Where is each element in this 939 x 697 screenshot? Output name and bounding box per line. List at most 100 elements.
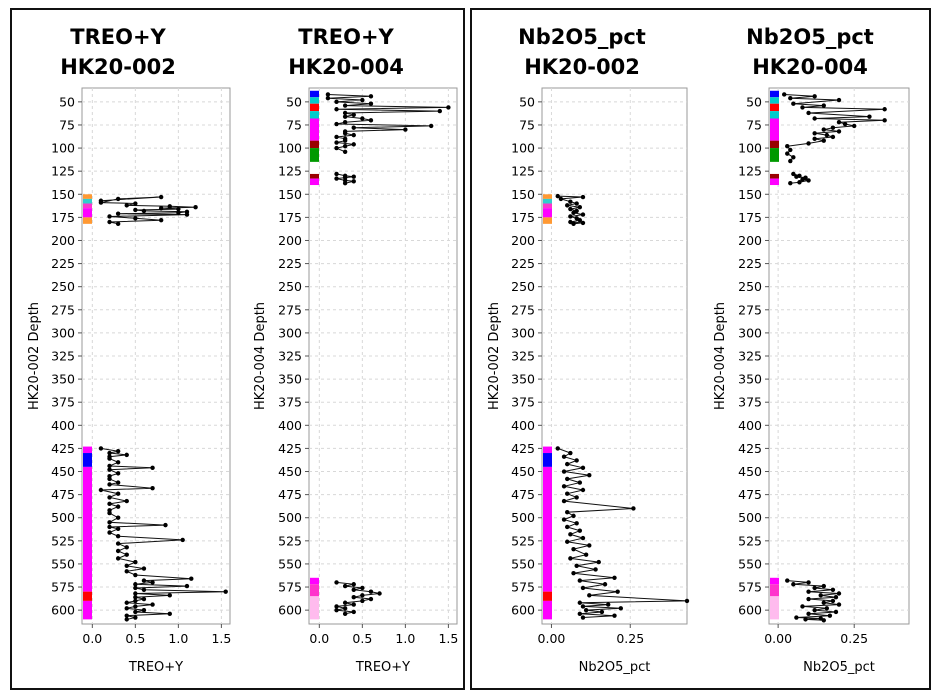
chart-1-series-0-point-8 [334,107,339,112]
chart-2-ytick-4: 150 [511,187,535,202]
chart-3-strip-12 [770,596,779,620]
chart-2-series-1-point-26 [571,546,576,552]
chart-0-series-0-point-3 [98,200,104,205]
chart-0-strip-6 [83,453,92,467]
chart-0-series-1-point-61 [167,611,172,617]
chart-1-series-0-point-29 [334,145,339,151]
chart-3-ytick-15: 425 [738,441,762,456]
chart-3-ytick-16: 450 [738,464,762,479]
chart-3-strip-11 [770,584,779,597]
chart-0-ytick-11: 325 [51,349,75,364]
chart-3-series-1-point-6 [797,180,802,185]
chart-3-series-2-point-0 [785,578,790,583]
chart-1-ytick-13: 375 [278,395,302,410]
chart-1-series-0-point-6 [342,103,348,108]
chart-3-series-2-point-18 [806,611,811,617]
chart-1-series-1-point-7 [342,180,348,186]
chart-2-ytick-9: 275 [511,302,535,317]
chart-2-series-1-point-44 [583,607,589,613]
chart-1-strip-1 [310,97,319,104]
chart-1-series-0-point-10 [342,110,348,116]
chart-3-title-line-0: Nb2O5_pct [746,25,874,49]
chart-2-series-1-point-31 [593,567,598,572]
chart-0-ytick-12: 350 [51,372,75,387]
chart-3-ytick-3: 125 [738,164,762,179]
chart-0-series-1-point-35 [124,552,129,557]
chart-0-series-1-point-59 [141,607,147,613]
chart-0-series-1-point-23 [107,510,112,516]
chart-2-series-1-point-23 [580,535,586,541]
chart-2-ylabel: HK20-002 Depth [487,302,502,410]
chart-1-ytick-16: 450 [278,464,302,479]
chart-3-series-2-point-23 [821,618,826,623]
chart-2-series-1-point-17 [571,513,576,519]
chart-1-series-2-point-11 [342,600,348,605]
chart-1-series-0-point-4 [334,99,339,105]
chart-1-series-2-point-6 [377,591,382,596]
chart-0-series-1-point-30 [115,534,121,539]
chart-0-series-1-point-52 [133,595,138,600]
chart-0-series-1-point-43 [141,578,147,583]
chart-0-ytick-3: 125 [51,164,75,179]
chart-1-xtick-1: 0.5 [352,631,372,646]
chart-2-title-line-1: HK20-002 [524,55,640,79]
chart-0-ytick-20: 550 [51,556,75,571]
chart-2-series-1-point-12 [565,491,570,496]
chart-0-series-1-point-12 [107,476,112,482]
chart-1-series-0-point-1 [368,94,374,99]
chart-1-ytick-3: 125 [278,164,302,179]
chart-1-series-0-point-30 [342,149,348,154]
chart-3-series-2-point-3 [821,583,826,589]
chart-0-strip-3 [83,208,92,218]
chart-2-series-1-point-21 [577,528,583,533]
chart-3-series-2-point-8 [818,593,823,598]
chart-1-ytick-15: 425 [278,441,302,456]
chart-0-ytick-9: 275 [51,302,75,317]
chart-0-ytick-21: 575 [51,580,75,595]
chart-3-series-0-point-15 [830,125,836,130]
chart-2-ytick-14: 400 [511,418,535,433]
chart-1-ytick-17: 475 [278,487,302,502]
chart-1-ytick-22: 600 [278,603,302,618]
chart-0-series-1-point-24 [115,515,121,520]
chart-2-series-0-point-4 [574,201,579,206]
chart-3-series-0-point-18 [812,131,817,136]
chart-3-series-0-point-1 [812,94,817,99]
chart-0-strip-2 [83,203,92,209]
chart-2-series-1-point-8 [565,476,570,482]
chart-3-strip-9 [770,178,779,186]
chart-3-series-1-point-5 [806,178,811,183]
chart-0-xlabel: TREO+Y [128,660,183,675]
chart-0-series-0-point-2 [115,196,121,202]
chart-1-series-1-point-0 [334,171,339,177]
chart-2-xtick-1: 0.25 [616,631,644,646]
chart-2-series-1-point-48 [580,615,586,620]
chart-3-strip-2 [770,103,779,112]
chart-2-series-1-point-13 [574,495,579,500]
chart-2-ytick-20: 550 [511,556,535,571]
chart-2-series-1-point-5 [580,465,586,471]
chart-0-ytick-2: 100 [51,141,75,156]
chart-0-series-0-point-13 [176,210,181,215]
chart-2-series-0-point-5 [565,203,570,208]
chart-0-ylabel: HK20-002 Depth [27,302,42,410]
chart-2-ytick-12: 350 [511,372,535,387]
chart-0-series-1-point-1 [115,448,121,454]
chart-0-ytick-19: 525 [51,533,75,548]
chart-3-ytick-1: 75 [746,117,762,132]
chart-2-strip-0 [543,194,552,199]
chart-3-series-0-point-8 [806,110,811,116]
chart-0-series-1-point-3 [124,452,129,458]
chart-3-series-2-point-19 [827,613,833,618]
chart-2-strip-1 [543,198,552,204]
chart-1-series-1-point-4 [334,176,339,181]
chart-0-series-1-point-36 [115,556,121,561]
chart-2-strip-5 [543,446,552,454]
chart-0-series-0-point-18 [158,217,164,223]
chart-1-series-0-point-15 [342,119,348,125]
chart-1-series-2-point-13 [334,604,339,609]
chart-1-series-0-point-16 [334,121,339,127]
chart-1-ytick-6: 200 [278,233,302,248]
chart-1-series-2-point-8 [351,595,356,600]
chart-3-series-0-point-10 [812,116,817,121]
